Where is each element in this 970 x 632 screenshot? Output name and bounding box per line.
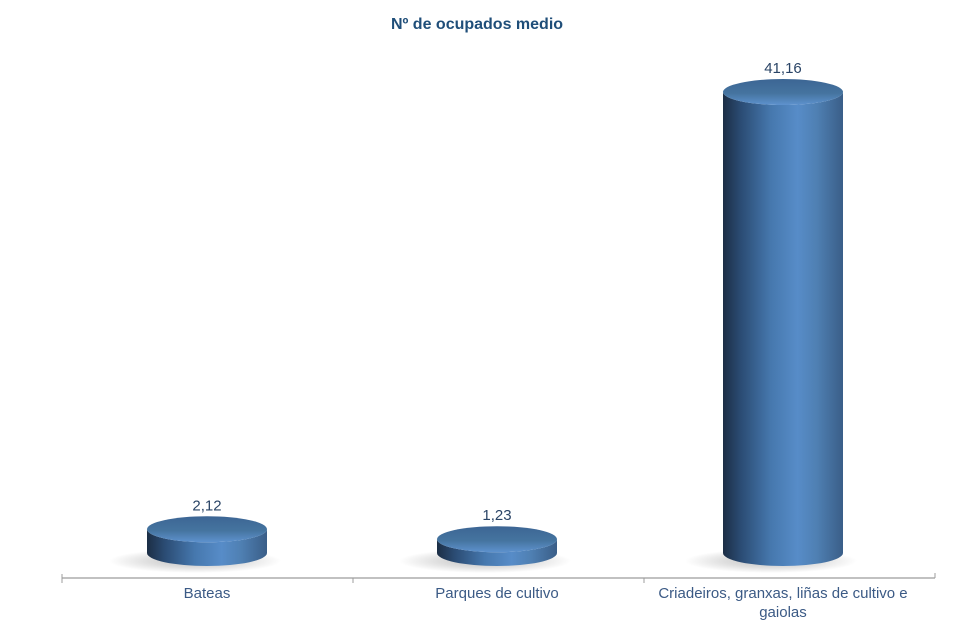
bar-top-cap <box>723 79 843 106</box>
chart-title: Nº de ocupados medio <box>390 16 564 33</box>
value-label: 41,16 <box>764 60 802 77</box>
value-label: 2,12 <box>192 497 221 514</box>
category-label: Bateas <box>183 585 231 602</box>
cylinder-bar: 41,16 <box>685 60 857 573</box>
bar-top-cap <box>437 526 557 553</box>
bar-top-cap <box>147 516 267 543</box>
category-label: Parques de cultivo <box>435 585 559 602</box>
cylinder-bar: 2,12 <box>109 497 281 573</box>
bar-body <box>723 92 843 567</box>
bar-body <box>147 529 267 566</box>
bar-body <box>437 539 557 566</box>
value-label: 1,23 <box>482 507 511 524</box>
category-label: Criadeiros, granxas, liñas de cultivo e … <box>658 585 908 621</box>
cylinder-bar: 1,23 <box>399 507 571 573</box>
